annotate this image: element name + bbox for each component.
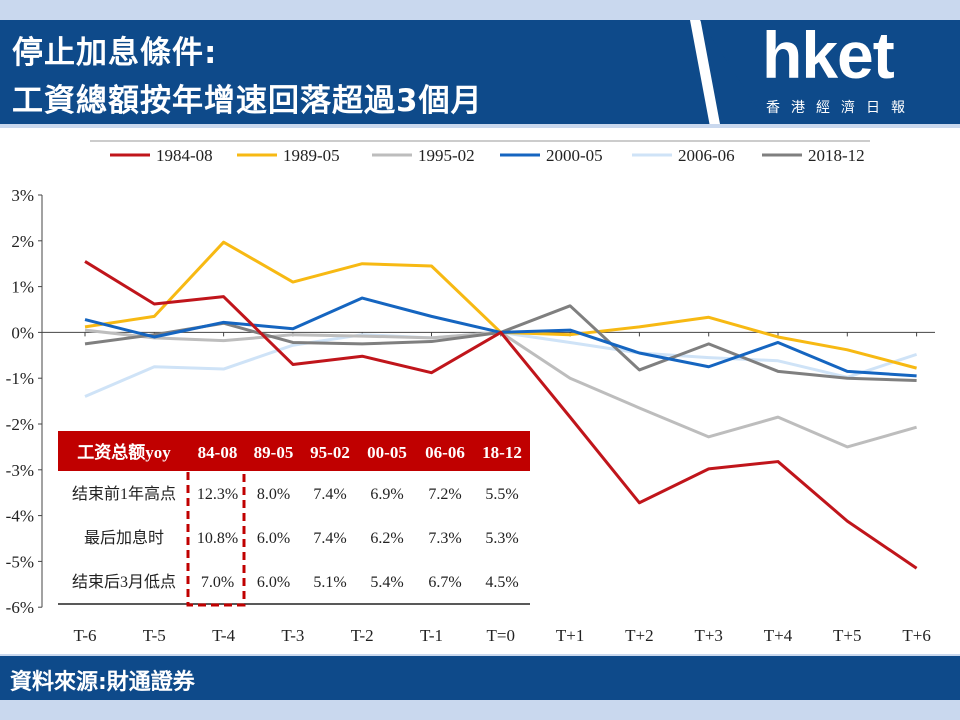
y-tick-label: 2%: [11, 232, 34, 251]
table-row-label: 结束后3月低点: [72, 573, 176, 591]
table-cell: 5.1%: [313, 574, 346, 591]
y-tick-label: 3%: [11, 186, 34, 205]
y-tick-label: -5%: [6, 552, 34, 571]
x-tick-label: T-5: [143, 626, 166, 645]
title-line-1: 停止加息條件:: [12, 35, 218, 71]
y-tick-label: -3%: [6, 461, 34, 480]
table-cell: 7.4%: [313, 530, 346, 547]
table-cell: 6.7%: [428, 574, 461, 591]
table-header-cell: 84-08: [198, 443, 238, 462]
table-cell: 6.2%: [370, 530, 403, 547]
y-tick-label: -4%: [6, 507, 34, 526]
x-tick-label: T+6: [902, 626, 930, 645]
highlight-84-08-column: [186, 463, 246, 607]
table-body-bg: [58, 471, 530, 603]
table-cell: 6.0%: [257, 530, 290, 547]
table-header-cell: 95-02: [310, 443, 350, 462]
footer-bar: 資料來源:財通證券: [0, 656, 960, 700]
x-tick-label: T+1: [556, 626, 584, 645]
table-header-cell: 89-05: [254, 443, 294, 462]
table-cell: 5.5%: [485, 486, 518, 503]
x-tick-label: T+4: [764, 626, 793, 645]
table-cell: 12.3%: [197, 486, 238, 503]
hket-logo: hket: [762, 18, 895, 92]
table-cell: 8.0%: [257, 486, 290, 503]
table-cell: 6.9%: [370, 486, 403, 503]
source-note: 資料來源:財通證券: [10, 670, 195, 695]
table-header-cell: 18-12: [482, 443, 522, 462]
x-tick-label: T-2: [351, 626, 374, 645]
y-tick-label: -2%: [6, 415, 34, 434]
table-header-cell: 00-05: [367, 443, 407, 462]
legend-label-1984-08: 1984-08: [156, 146, 213, 165]
x-tick-label: T=0: [487, 626, 515, 645]
title-line-2: 工資總額按年增速回落超過3個月: [12, 83, 483, 119]
table-cell: 7.2%: [428, 486, 461, 503]
series-line-2006-06: [84, 330, 918, 398]
legend-label-2018-12: 2018-12: [808, 146, 865, 165]
x-tick-label: T-6: [74, 626, 97, 645]
table-cell: 10.8%: [197, 530, 238, 547]
y-tick-label: -1%: [6, 369, 34, 388]
x-tick-label: T-4: [212, 626, 235, 645]
table-cell: 4.5%: [485, 574, 518, 591]
table-row-label: 最后加息时: [84, 529, 164, 547]
table-cell: 7.0%: [201, 574, 234, 591]
hket-logo-subtitle: 香港經濟日報: [766, 100, 916, 116]
table-cell: 7.4%: [313, 486, 346, 503]
table-cell: 7.3%: [428, 530, 461, 547]
x-tick-label: T-1: [420, 626, 443, 645]
y-tick-label: -6%: [6, 598, 34, 617]
table-cell: 6.0%: [257, 574, 290, 591]
x-tick-label: T+3: [694, 626, 722, 645]
x-tick-label: T+5: [833, 626, 861, 645]
legend-label-2000-05: 2000-05: [546, 146, 603, 165]
table-header-bg: [58, 431, 530, 471]
table-row-label: 结束前1年高点: [72, 485, 176, 503]
y-tick-label: 0%: [11, 323, 34, 342]
table-cell: 5.4%: [370, 574, 403, 591]
x-tick-label: T+2: [625, 626, 653, 645]
legend-label-2006-06: 2006-06: [678, 146, 735, 165]
series-line-1984-08: [84, 260, 918, 570]
x-tick-label: T-3: [281, 626, 304, 645]
legend-label-1995-02: 1995-02: [418, 146, 475, 165]
y-tick-label: 1%: [11, 278, 34, 297]
table-cell: 5.3%: [485, 530, 518, 547]
table-header-cell: 工资总额yoy: [77, 442, 171, 462]
table-header-cell: 06-06: [425, 443, 465, 462]
legend-label-1989-05: 1989-05: [283, 146, 340, 165]
